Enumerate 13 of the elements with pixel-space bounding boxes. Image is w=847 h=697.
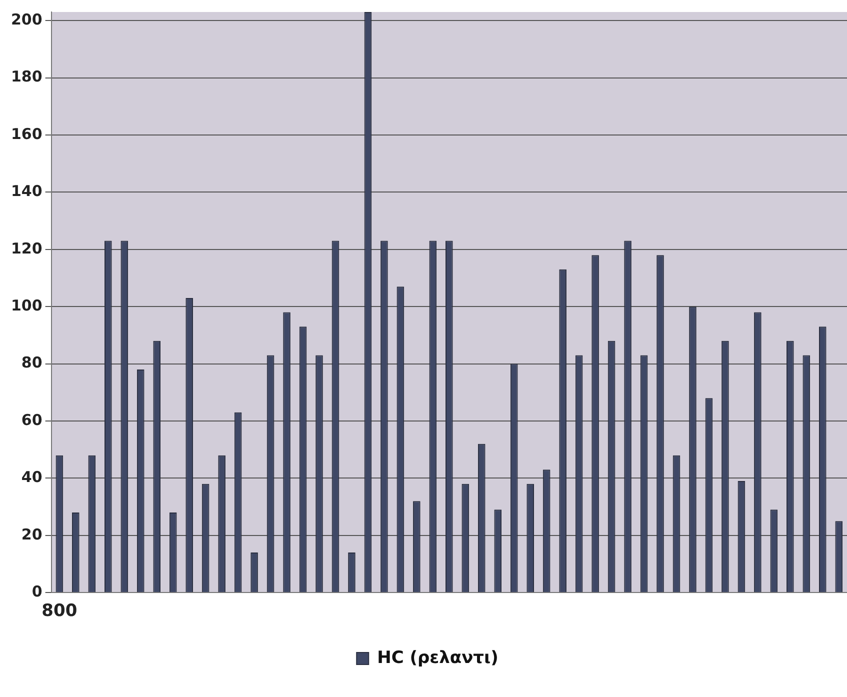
- legend-label: HC (ρελαντι): [377, 648, 498, 668]
- y-tick-label: 60: [21, 410, 42, 429]
- y-tick-label: 200: [11, 10, 42, 28]
- y-tick-label: 20: [21, 525, 42, 544]
- y-tick-label: 180: [11, 68, 42, 86]
- y-tick-label: 100: [11, 296, 42, 314]
- y-tick-label: 160: [11, 124, 42, 143]
- y-tick-label: 0: [32, 582, 42, 600]
- y-tick-label: 40: [21, 468, 42, 486]
- x-tick-label: 800: [42, 601, 78, 622]
- y-tick-label: 140: [11, 182, 42, 200]
- y-tick-label: 120: [11, 239, 42, 258]
- y-tick-label: 80: [21, 354, 42, 372]
